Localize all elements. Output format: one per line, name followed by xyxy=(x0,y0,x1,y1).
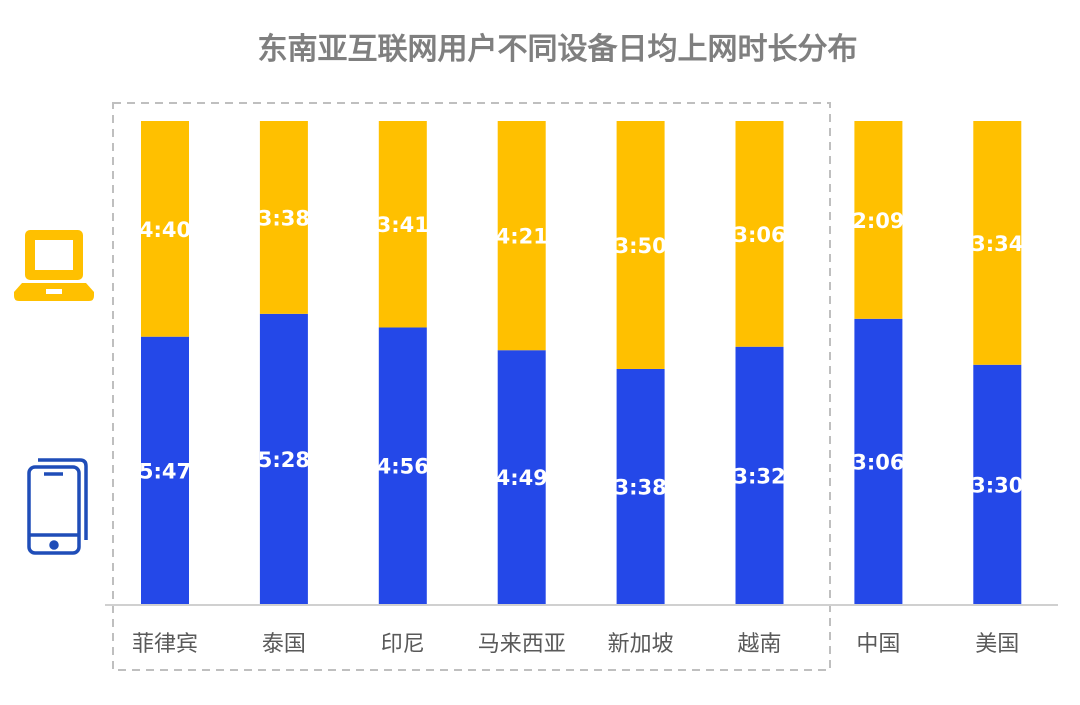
bar-laptop xyxy=(973,121,1022,365)
x-tick-label: 新加坡 xyxy=(608,632,674,657)
data-label-mobile: 4:49 xyxy=(496,466,548,490)
x-tick-label: 中国 xyxy=(856,632,900,657)
bar-laptop xyxy=(378,121,427,328)
data-label-laptop: 3:41 xyxy=(377,213,429,237)
laptop-icon xyxy=(14,230,94,301)
data-label-laptop: 3:06 xyxy=(733,223,785,247)
bar-mobile xyxy=(259,313,308,604)
x-tick-label: 美国 xyxy=(975,632,1019,657)
data-label-mobile: 3:32 xyxy=(733,464,785,488)
bar-laptop xyxy=(259,121,308,314)
bar-mobile xyxy=(141,336,189,604)
bar-mobile xyxy=(378,327,427,604)
data-label-mobile: 3:30 xyxy=(971,473,1023,497)
data-label-laptop: 3:50 xyxy=(614,234,666,258)
x-tick-label: 菲律宾 xyxy=(132,632,198,657)
bar-mobile xyxy=(616,368,665,604)
data-label-mobile: 4:56 xyxy=(377,455,429,479)
x-tick-label: 泰国 xyxy=(262,632,306,657)
x-tick-label: 越南 xyxy=(737,632,781,657)
data-label-laptop: 4:21 xyxy=(496,225,548,249)
data-label-laptop: 3:38 xyxy=(258,206,310,230)
bar-laptop xyxy=(141,121,189,337)
bar-laptop xyxy=(616,121,665,369)
mobile-phone-icon xyxy=(27,458,88,555)
x-tick-label: 马来西亚 xyxy=(478,632,566,657)
bar-laptop xyxy=(735,121,784,347)
data-label-mobile: 5:28 xyxy=(258,448,310,472)
data-label-mobile: 3:38 xyxy=(614,475,666,499)
bar-mobile xyxy=(497,350,546,604)
chart-title: 东南亚互联网用户不同设备日均上网时长分布 xyxy=(257,32,858,67)
bar-laptop xyxy=(854,121,903,319)
southeast-asia-group-box xyxy=(112,102,831,671)
bar-laptop xyxy=(497,121,546,351)
data-label-laptop: 2:09 xyxy=(852,209,904,233)
bar-mobile xyxy=(973,364,1022,604)
data-label-mobile: 3:06 xyxy=(852,450,904,474)
bar-mobile xyxy=(854,318,903,604)
x-tick-label: 印尼 xyxy=(381,632,425,657)
data-label-laptop: 4:40 xyxy=(139,218,191,242)
data-label-mobile: 5:47 xyxy=(139,459,191,483)
data-label-laptop: 3:34 xyxy=(971,232,1023,256)
bar-mobile xyxy=(735,346,784,604)
